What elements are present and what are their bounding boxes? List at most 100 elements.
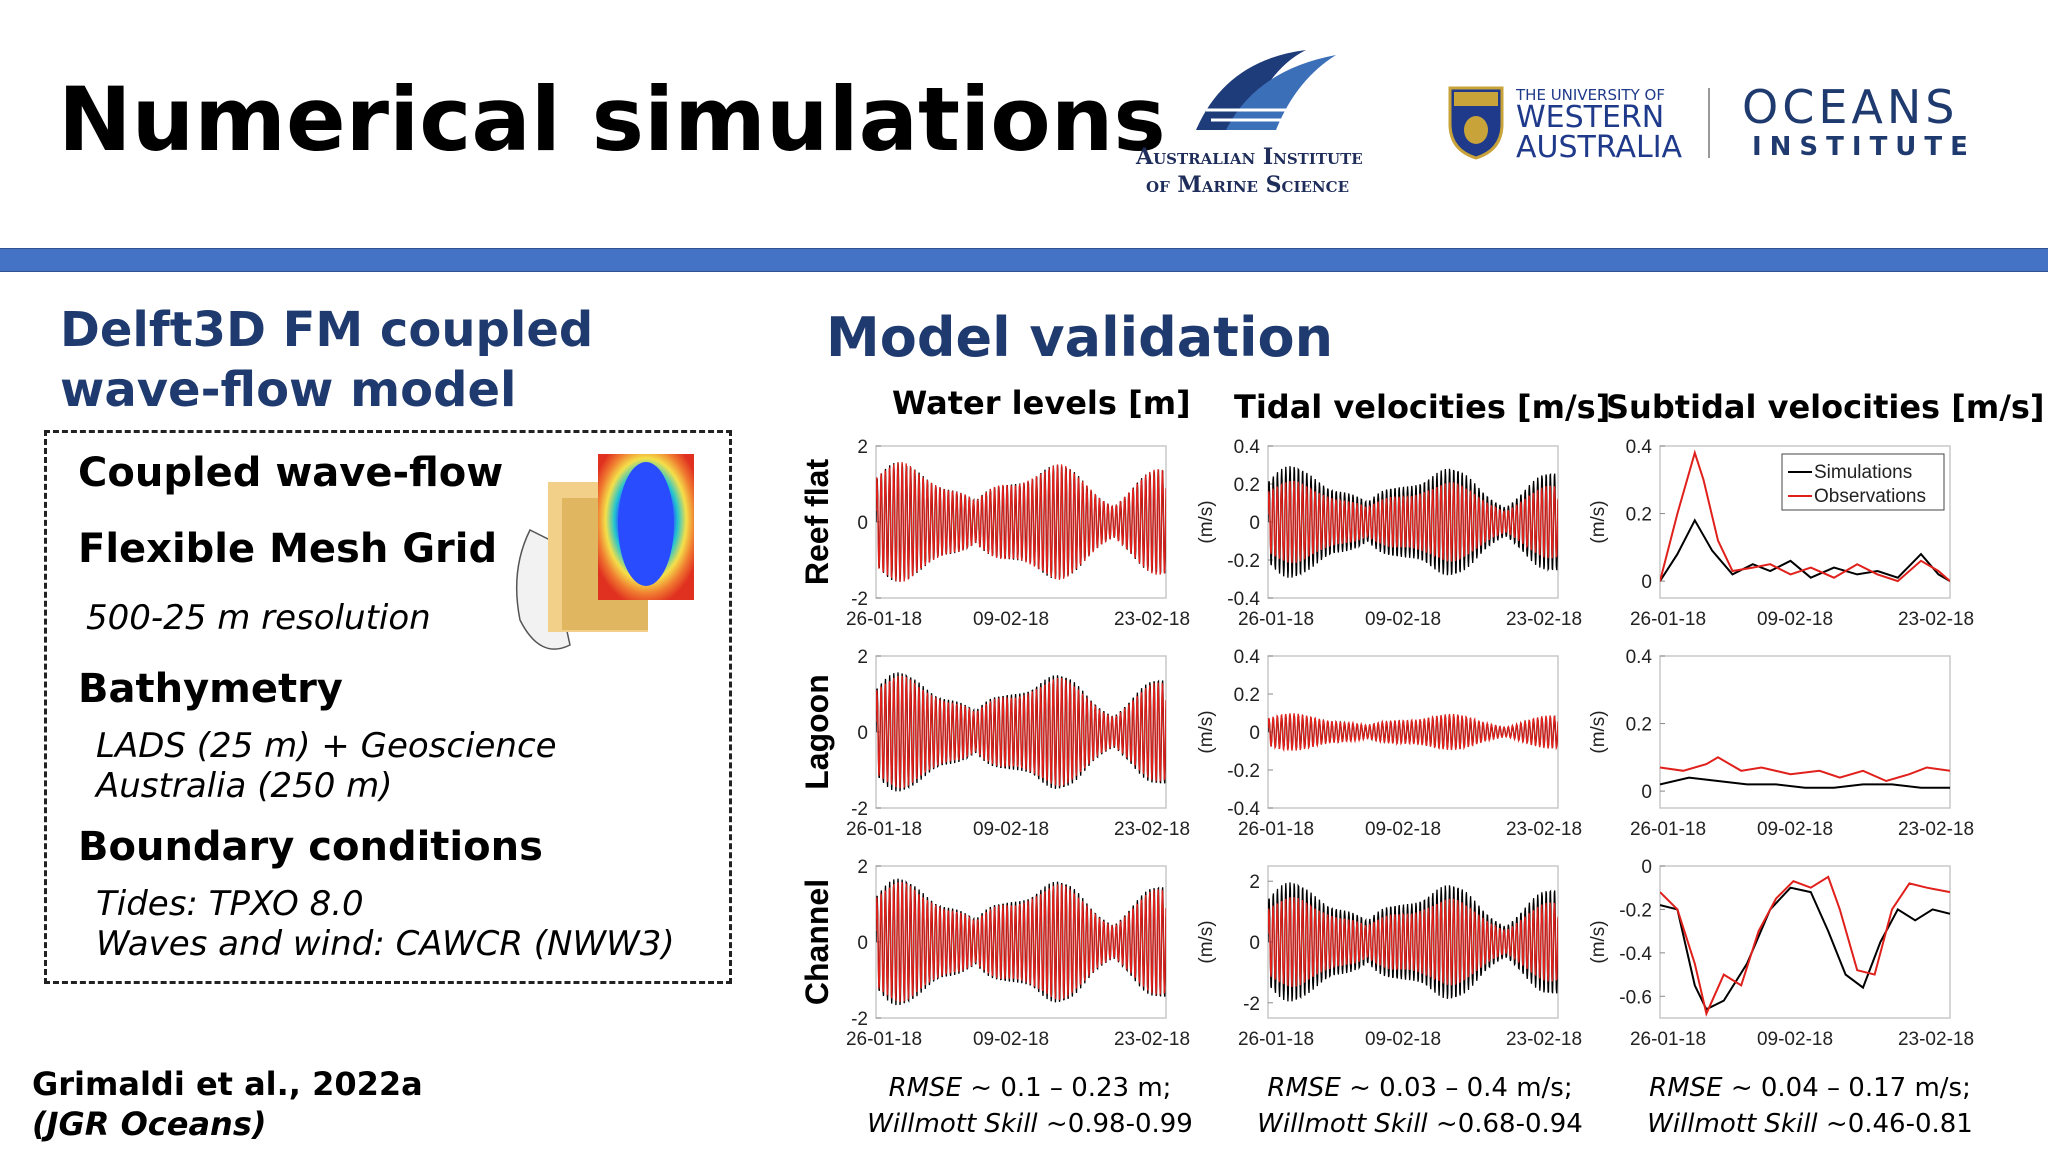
series-observations	[1268, 897, 1558, 988]
x-tick-label: 09-02-18	[973, 1029, 1049, 1050]
model-heading-line1: Delft3D FM coupled	[60, 302, 594, 358]
chart-channel-subtidal-velocities: 0 -0.2 -0.4 -0.6 26-01-18 09-02-18 23-02-18 (m/…	[1588, 857, 1974, 1050]
y-tick-label: -2	[1243, 994, 1260, 1015]
x-tick-label: 09-02-18	[1757, 1029, 1833, 1050]
y-tick-label: -2	[851, 589, 868, 610]
bathymetry-sub-line2: Australia (250 m)	[96, 766, 393, 806]
x-tick-label: 26-01-18	[846, 819, 922, 840]
mesh-grid-label: Flexible Mesh Grid	[78, 526, 498, 572]
x-tick-label: 09-02-18	[973, 609, 1049, 630]
y-axis-label: (m/s)	[1588, 710, 1609, 753]
series-observations	[1660, 449, 1950, 583]
y-tick-label: -0.6	[1619, 987, 1652, 1008]
row-label-lagoon: Lagoon	[799, 674, 835, 790]
x-tick-label: 23-02-18	[1506, 819, 1582, 840]
model-info-box	[44, 430, 732, 984]
uwa-line1: THE UNIVERSITY OF	[1516, 86, 1665, 104]
validation-heading: Model validation	[826, 306, 1334, 369]
x-tick-label: 26-01-18	[1238, 819, 1314, 840]
slide-title: Numerical simulations	[58, 68, 1166, 171]
aims-name-line1: Australian Institute	[1136, 144, 1363, 170]
y-tick-label: 0	[857, 513, 868, 534]
y-tick-label: 0.4	[1626, 437, 1653, 458]
x-tick-label: 23-02-18	[1114, 1029, 1190, 1050]
y-tick-label: -0.4	[1619, 944, 1652, 965]
oceans-line1: OCEANS	[1742, 80, 1959, 134]
skill-line: Willmott Skill ~0.46-0.81	[1647, 1109, 1973, 1139]
column-title-water-levels: Water levels [m]	[892, 384, 1191, 422]
plot-frame	[1659, 655, 1951, 809]
x-tick-label: 26-01-18	[1630, 1029, 1706, 1050]
rmse-line: RMSE ~ 0.03 – 0.4 m/s;	[1267, 1073, 1573, 1103]
boundary-sub-line2: Waves and wind: CAWCR (NWW3)	[96, 924, 675, 964]
x-tick-label: 23-02-18	[1114, 609, 1190, 630]
skill-line: Willmott Skill ~0.98-0.99	[867, 1109, 1193, 1139]
y-tick-label: 2	[1249, 872, 1260, 893]
legend-entry: Simulations	[1814, 462, 1912, 483]
uwa-logo: THE UNIVERSITY OF WESTERN AUSTRALIA	[1446, 84, 1696, 164]
x-tick-label: 26-01-18	[846, 1029, 922, 1050]
x-tick-label: 09-02-18	[973, 819, 1049, 840]
y-tick-label: -0.2	[1227, 761, 1260, 782]
x-tick-label: 26-01-18	[846, 609, 922, 630]
y-axis-label: (m/s)	[1588, 500, 1609, 543]
y-axis-label: (m/s)	[1196, 710, 1217, 753]
series-observations	[876, 882, 1166, 1003]
series-observations	[1268, 480, 1558, 564]
series-simulations	[1660, 776, 1950, 789]
y-tick-label: -0.4	[1227, 799, 1260, 820]
y-tick-label: 0	[1641, 857, 1652, 878]
model-heading: Delft3D FM coupled wave-flow model	[60, 300, 593, 420]
uwa-line3: AUSTRALIA	[1516, 130, 1683, 165]
uwa-crest-icon	[1448, 86, 1504, 160]
chart-channel-tidal-velocities: 2 0 -2 26-01-18 09-02-18 23-02-18 (m/s)	[1196, 865, 1582, 1050]
x-tick-label: 23-02-18	[1898, 1029, 1974, 1050]
y-tick-label: 2	[857, 437, 868, 458]
row-label-channel: Channel	[799, 879, 835, 1005]
chart-lagoon-tidal-velocities: 0.4 0.2 0 -0.2 -0.426-01-18 09-02-18 23-02-18 (…	[1196, 647, 1582, 840]
y-tick-label: 0.2	[1626, 505, 1652, 526]
y-tick-label: -0.2	[1227, 551, 1260, 572]
resolution-label: 500-25 m resolution	[86, 598, 431, 638]
y-tick-label: 0.4	[1626, 647, 1653, 668]
x-tick-label: 09-02-18	[1365, 819, 1441, 840]
y-tick-label: -2	[851, 799, 868, 820]
coupled-wave-flow-label: Coupled wave-flow	[78, 450, 504, 496]
citation: Grimaldi et al., 2022a (JGR Oceans)	[32, 1064, 423, 1144]
y-tick-label: 0	[857, 723, 868, 744]
series-observations	[1660, 875, 1950, 1017]
x-tick-label: 26-01-18	[1630, 609, 1706, 630]
stats-tidal-velocities: RMSE ~ 0.03 – 0.4 m/s; Willmott Skill ~0…	[1250, 1070, 1590, 1142]
citation-line2: (JGR Oceans)	[32, 1105, 267, 1143]
rmse-line: RMSE ~ 0.04 – 0.17 m/s;	[1649, 1073, 1971, 1103]
column-title-tidal-velocities: Tidal velocities [m/s]	[1234, 388, 1611, 426]
y-tick-label: 0	[1249, 513, 1260, 534]
series-observations	[876, 675, 1166, 789]
boundary-conditions-label: Boundary conditions	[78, 824, 543, 870]
model-grid-illustration	[515, 454, 694, 650]
y-tick-label: 0	[1249, 723, 1260, 744]
logo-divider	[1708, 88, 1710, 158]
y-tick-label: 0	[1641, 572, 1652, 593]
x-tick-label: 23-02-18	[1898, 819, 1974, 840]
x-tick-label: 26-01-18	[1238, 1029, 1314, 1050]
stats-subtidal-velocities: RMSE ~ 0.04 – 0.17 m/s; Willmott Skill ~…	[1640, 1070, 1980, 1142]
legend-entry: Observations	[1814, 486, 1926, 507]
x-tick-label: 23-02-18	[1114, 819, 1190, 840]
y-tick-label: -0.2	[1619, 900, 1652, 921]
y-tick-label: 2	[857, 857, 868, 878]
y-axis-label: (m/s)	[1196, 920, 1217, 963]
citation-line1: Grimaldi et al., 2022a	[32, 1065, 423, 1103]
x-tick-label: 23-02-18	[1506, 609, 1582, 630]
chart-reef-flat-water-levels: 2 0 -226-01-18 09-02-18 23-02-18	[846, 437, 1190, 630]
series-observations	[876, 462, 1166, 583]
uwa-line2: WESTERN	[1516, 100, 1665, 135]
y-tick-label: -0.4	[1227, 589, 1260, 610]
x-tick-label: 09-02-18	[1757, 819, 1833, 840]
y-tick-label: 0.4	[1234, 647, 1261, 668]
y-tick-label: 0.2	[1626, 715, 1652, 736]
x-tick-label: 09-02-18	[1365, 1029, 1441, 1050]
chart-lagoon-water-levels: 2 0 -226-01-18 09-02-18 23-02-18	[846, 647, 1190, 840]
row-label-reef-flat: Reef flat	[799, 459, 835, 586]
y-tick-label: 2	[857, 647, 868, 668]
